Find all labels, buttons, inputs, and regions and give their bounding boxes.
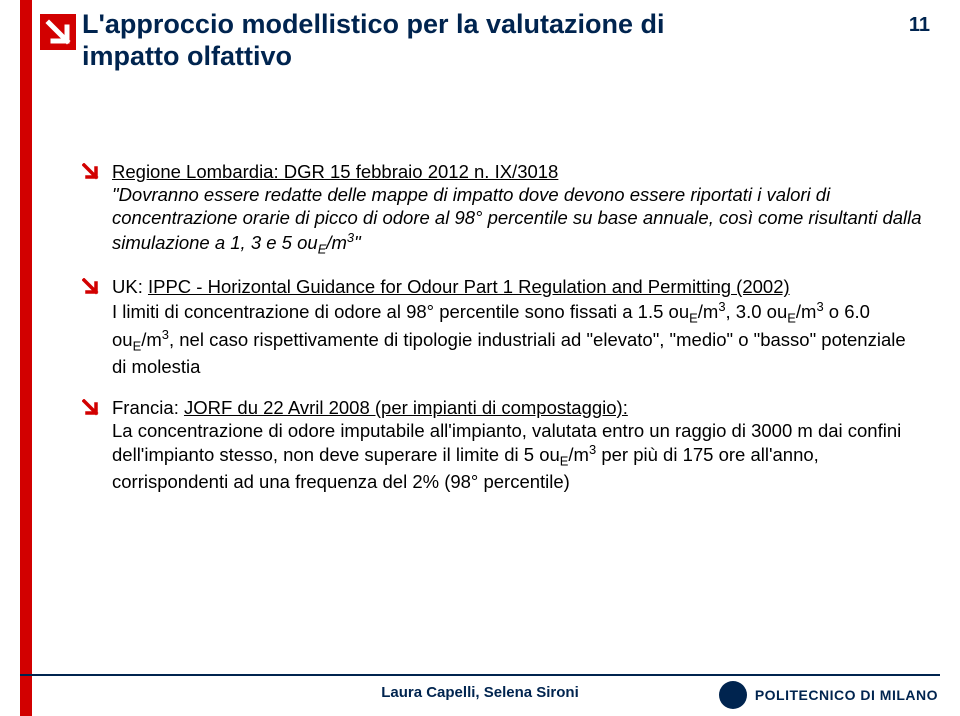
page-number: 11 xyxy=(909,14,930,37)
arrow-down-right-icon xyxy=(40,14,76,50)
bullet-heading-underlined: Regione Lombardia: DGR 15 febbraio 2012 … xyxy=(112,161,558,182)
bullet-body: Francia: JORF du 22 Avril 2008 (per impi… xyxy=(112,396,922,493)
institution-seal-icon xyxy=(719,681,747,709)
bullet-heading-prefix: Francia: xyxy=(112,397,184,418)
bullet-heading: UK: IPPC - Horizontal Guidance for Odour… xyxy=(112,276,790,297)
bullet-heading: Francia: JORF du 22 Avril 2008 (per impi… xyxy=(112,397,628,418)
footer-divider xyxy=(20,674,940,676)
content-area: Regione Lombardia: DGR 15 febbraio 2012 … xyxy=(82,160,922,511)
slide-page: L'approccio modellistico per la valutazi… xyxy=(0,0,960,716)
accent-stripe xyxy=(20,0,32,716)
slide-title: L'approccio modellistico per la valutazi… xyxy=(82,8,842,73)
institution-name: POLITECNICO DI MILANO xyxy=(755,687,938,703)
footer: Laura Capelli, Selena Sironi POLITECNICO… xyxy=(0,674,960,716)
bullet-item: Francia: JORF du 22 Avril 2008 (per impi… xyxy=(82,396,922,493)
bullet-heading-prefix: UK: xyxy=(112,276,148,297)
bullet-heading-underlined: JORF du 22 Avril 2008 (per impianti di c… xyxy=(184,397,628,418)
bullet-heading-underlined: IPPC - Horizontal Guidance for Odour Par… xyxy=(148,276,790,297)
arrow-bullet-icon xyxy=(82,163,104,185)
arrow-bullet-icon xyxy=(82,399,104,421)
bullet-body: UK: IPPC - Horizontal Guidance for Odour… xyxy=(112,275,922,377)
bullet-description: La concentrazione di odore imputabile al… xyxy=(112,420,901,492)
footer-logo: POLITECNICO DI MILANO xyxy=(719,681,938,709)
bullet-description: I limiti di concentrazione di odore al 9… xyxy=(112,301,906,377)
bullet-heading: Regione Lombardia: DGR 15 febbraio 2012 … xyxy=(112,161,558,182)
bullet-item: UK: IPPC - Horizontal Guidance for Odour… xyxy=(82,275,922,377)
title-line-2: impatto olfattivo xyxy=(82,40,842,72)
arrow-bullet-icon xyxy=(82,278,104,300)
bullet-body: Regione Lombardia: DGR 15 febbraio 2012 … xyxy=(112,160,922,257)
bullet-item: Regione Lombardia: DGR 15 febbraio 2012 … xyxy=(82,160,922,257)
bullet-description: "Dovranno essere redatte delle mappe di … xyxy=(112,184,922,252)
title-line-1: L'approccio modellistico per la valutazi… xyxy=(82,8,842,40)
